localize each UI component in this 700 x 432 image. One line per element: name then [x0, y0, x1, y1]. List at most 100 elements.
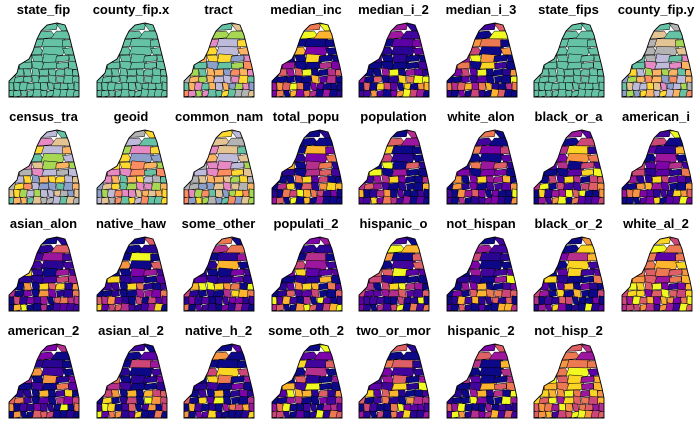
tract-polygon [23, 389, 32, 398]
tract-polygon [126, 389, 137, 398]
tract-polygon [675, 181, 687, 192]
tract-polygon [359, 168, 370, 177]
tract-polygon [63, 288, 75, 299]
tract-polygon [373, 289, 382, 298]
tract-polygon [275, 303, 284, 311]
tract-polygon [271, 359, 289, 369]
tract-polygon [588, 74, 600, 85]
tract-polygon [67, 189, 75, 198]
tract-polygon [478, 61, 497, 70]
tract-polygon [134, 403, 142, 412]
tract-polygon [271, 350, 295, 362]
tract-polygon [592, 296, 600, 305]
tract-polygon [194, 382, 207, 391]
tract-polygon [31, 54, 45, 63]
tract-polygon [667, 282, 679, 291]
tract-polygon [369, 160, 382, 171]
tract-polygon [113, 403, 123, 412]
tract-polygon [544, 275, 557, 284]
tract-polygon [26, 82, 35, 91]
tract-polygon [500, 74, 512, 85]
tract-polygon [417, 403, 425, 412]
tract-polygon [566, 38, 591, 48]
tract-polygon [621, 303, 628, 311]
tract-polygon [397, 296, 405, 305]
tract-polygon [510, 196, 517, 204]
tract-polygon [292, 130, 321, 139]
tract-polygon [621, 54, 633, 63]
tract-polygon [184, 350, 207, 362]
tract-polygon [562, 396, 576, 405]
tract-polygon [195, 196, 203, 204]
tract-polygon [477, 82, 486, 91]
tract-polygon [557, 88, 568, 97]
tract-polygon [478, 38, 503, 48]
tract-polygon [300, 182, 313, 191]
tract-polygon [106, 374, 120, 385]
tract-polygon [55, 54, 70, 63]
tract-polygon [215, 403, 223, 412]
tract-polygon [198, 75, 207, 84]
tract-polygon [184, 161, 195, 170]
map-panel-title: black_or_2 [534, 216, 603, 231]
tract-polygon [198, 282, 207, 291]
tract-polygon [271, 237, 295, 246]
tract-polygon [452, 175, 462, 184]
tract-polygon [390, 296, 398, 305]
tract-polygon [534, 296, 539, 305]
choropleth-map [446, 129, 517, 205]
tract-polygon [246, 282, 254, 291]
tract-polygon [149, 367, 167, 377]
tract-polygon [457, 89, 465, 97]
tract-polygon [405, 282, 416, 291]
tract-polygon [198, 182, 207, 191]
tract-polygon [653, 252, 678, 262]
tract-polygon [446, 296, 452, 305]
tract-polygon [500, 288, 512, 299]
tract-polygon [63, 74, 75, 85]
tract-polygon [125, 396, 138, 405]
tract-polygon [242, 403, 250, 412]
map-panel-title: american_i [622, 109, 690, 124]
tract-polygon [56, 168, 69, 177]
map-panel-title: hispanic_o [359, 216, 428, 231]
tract-polygon [243, 381, 254, 392]
tract-polygon [364, 68, 375, 77]
tract-polygon [9, 296, 14, 305]
tract-polygon [406, 275, 419, 284]
tract-polygon [359, 38, 376, 48]
tract-polygon [276, 75, 288, 84]
tract-polygon [632, 303, 640, 311]
tract-polygon [119, 88, 130, 97]
tract-polygon [318, 75, 328, 84]
tract-polygon [580, 282, 591, 291]
tract-polygon [446, 38, 464, 48]
region-outline [446, 236, 517, 312]
tract-polygon [96, 367, 114, 377]
tract-polygon [484, 82, 492, 91]
region-outline [96, 22, 167, 98]
tract-polygon [566, 382, 584, 391]
tract-polygon [446, 196, 453, 204]
tract-polygon [329, 189, 338, 198]
tract-polygon [460, 75, 470, 84]
tract-polygon [493, 275, 507, 284]
tract-polygon [118, 54, 132, 63]
tract-polygon [418, 167, 429, 178]
tract-polygon [222, 403, 230, 412]
tract-polygon [26, 296, 35, 305]
tract-polygon [369, 53, 382, 64]
tract-polygon [499, 260, 517, 270]
tract-polygon [142, 268, 158, 277]
tract-polygon [597, 196, 604, 204]
tract-polygon [406, 168, 419, 177]
tract-polygon [300, 289, 313, 298]
tract-polygon [534, 46, 551, 56]
tract-polygon [422, 196, 429, 204]
tract-polygon [188, 196, 196, 204]
tract-polygon [292, 237, 321, 246]
tract-polygon [189, 282, 200, 291]
tract-polygon [446, 275, 458, 284]
tract-polygon [621, 252, 639, 262]
tract-polygon [281, 275, 295, 284]
